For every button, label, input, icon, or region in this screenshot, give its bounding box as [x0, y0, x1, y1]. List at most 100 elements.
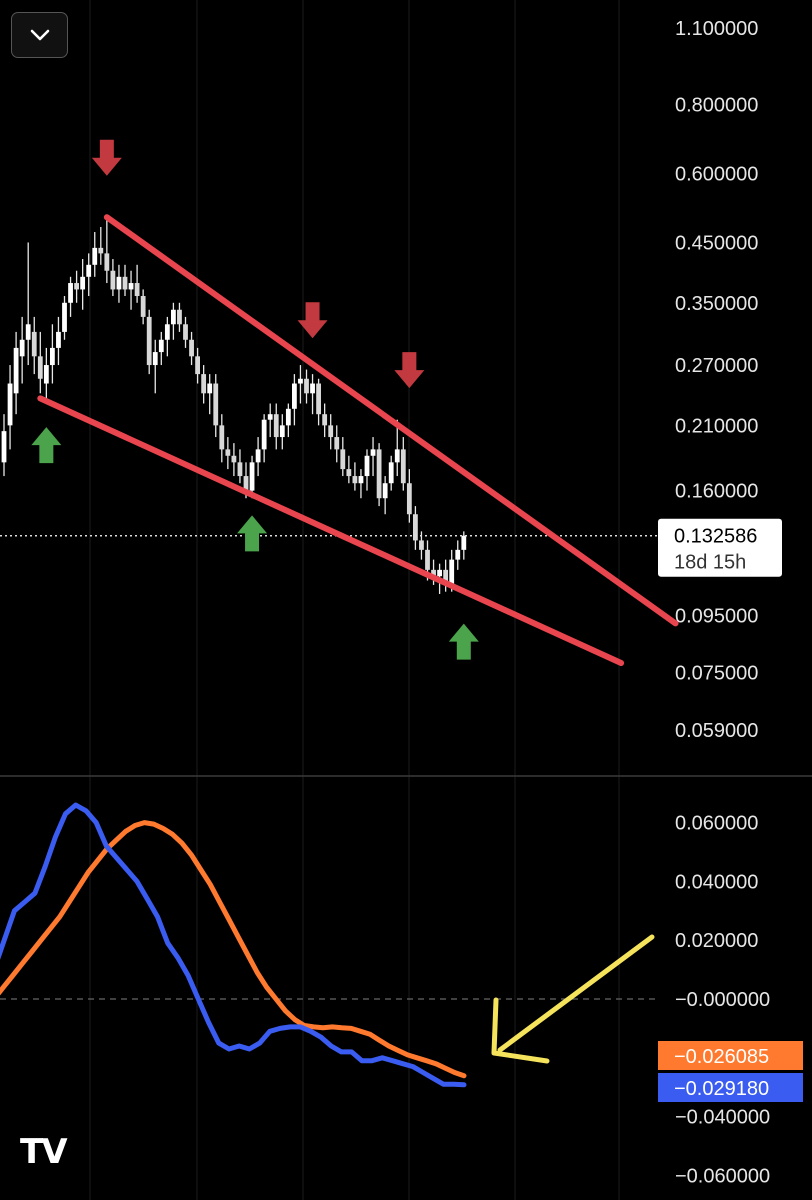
candle-body	[285, 408, 291, 426]
price-tick-label: 0.075000	[675, 662, 758, 684]
tradingview-logo: TV	[20, 1132, 67, 1172]
candle-body	[406, 483, 412, 515]
current-price-value: 0.132586	[674, 526, 757, 548]
candle-body	[25, 324, 31, 340]
candle-body	[19, 339, 25, 357]
candle-body	[255, 449, 261, 463]
candle-body	[7, 383, 13, 426]
candle-body	[425, 549, 430, 570]
price-tick-label: 0.270000	[675, 355, 758, 377]
candle-body	[328, 425, 334, 438]
oscillator-series-line	[0, 802, 467, 1088]
candle-body	[213, 383, 219, 426]
candle-body	[346, 469, 352, 477]
candle-body	[80, 276, 86, 290]
oscillator-tick-label: −0.060000	[675, 1165, 770, 1187]
candle-body	[43, 365, 49, 384]
candle-body	[243, 476, 249, 491]
oscillator-tick-label: 0.060000	[675, 813, 758, 835]
candle-body	[279, 425, 285, 438]
price-tick-label: 0.160000	[675, 481, 758, 503]
candle-body	[116, 276, 122, 290]
price-tick-label: 0.095000	[675, 606, 758, 628]
candle-body	[455, 549, 461, 560]
candle-body	[86, 264, 92, 277]
candle-body	[68, 283, 73, 303]
candle-body	[292, 383, 297, 409]
countdown-label: 18d 15h	[674, 552, 746, 574]
oscillator-tick-label: −0.000000	[675, 989, 770, 1011]
candle-body	[183, 324, 188, 340]
candle-body	[164, 324, 170, 340]
candle-body	[267, 414, 273, 420]
candle-body	[461, 535, 467, 550]
support-trendline	[37, 395, 625, 667]
candle-body	[128, 283, 134, 290]
candle-body	[225, 449, 231, 456]
candle-body	[201, 374, 207, 394]
up-arrow-marker	[448, 623, 479, 660]
candle-body	[376, 449, 382, 499]
candle-body	[273, 414, 279, 438]
price-tick-label: 0.059000	[675, 720, 758, 742]
candle-body	[437, 569, 442, 577]
candle-body	[98, 247, 104, 254]
candle-body	[146, 316, 152, 366]
candle-body	[122, 276, 128, 290]
candle-body	[370, 449, 376, 456]
candle-body	[140, 296, 146, 317]
candle-body	[237, 462, 243, 477]
candle-body	[431, 569, 436, 577]
price-tick-label: 0.600000	[675, 163, 758, 185]
candle-body	[37, 356, 43, 379]
oscillator-tick-label: −0.040000	[675, 1107, 770, 1129]
candle-body	[261, 419, 267, 450]
candle-body	[413, 514, 418, 541]
candle-body	[104, 253, 110, 271]
candle-body	[304, 378, 309, 394]
up-arrow-marker	[237, 515, 268, 552]
candle-body	[13, 347, 19, 394]
candle-body	[364, 455, 370, 477]
annotation-arrow-head	[491, 997, 550, 1064]
candle-body	[419, 540, 424, 550]
candle-body	[352, 476, 358, 484]
candle-body	[443, 569, 449, 585]
oscillator-tick-label: 0.020000	[675, 930, 758, 952]
up-arrow-marker	[31, 427, 62, 464]
candle-body	[219, 425, 225, 450]
oscillator-tick-label: 0.040000	[675, 871, 758, 893]
candle-body	[92, 247, 98, 265]
candle-body	[158, 339, 164, 353]
candle-body	[56, 331, 61, 348]
price-tick-label: 0.450000	[675, 232, 758, 254]
collapse-button[interactable]	[11, 12, 68, 58]
current-price-tag	[658, 518, 782, 577]
candle-body	[249, 462, 255, 491]
oscillator-value-label: −0.029180	[674, 1078, 769, 1100]
down-arrow-marker	[394, 352, 425, 389]
oscillator-value-tag	[658, 1073, 803, 1102]
price-tick-label: 0.210000	[675, 415, 758, 437]
resistance-trendline	[103, 214, 679, 627]
candle-body	[322, 414, 328, 426]
candle-body	[189, 339, 194, 357]
candle-body	[316, 383, 321, 415]
candle-body	[358, 476, 364, 484]
candle-body	[62, 302, 67, 332]
candle-body	[400, 449, 406, 484]
candle-body	[152, 352, 158, 366]
candles	[1, 217, 467, 594]
candle-body	[340, 449, 346, 470]
candle-body	[382, 483, 388, 499]
oscillator-series-line	[0, 820, 467, 1079]
annotation-arrow-shaft	[497, 934, 655, 1053]
candle-body	[195, 356, 200, 375]
candle-body	[394, 449, 400, 463]
candle-body	[298, 378, 303, 384]
candle-body	[310, 383, 315, 394]
price-tick-label: 0.800000	[675, 94, 758, 116]
candle-body	[74, 283, 79, 290]
price-tick-label: 1.100000	[675, 18, 758, 40]
